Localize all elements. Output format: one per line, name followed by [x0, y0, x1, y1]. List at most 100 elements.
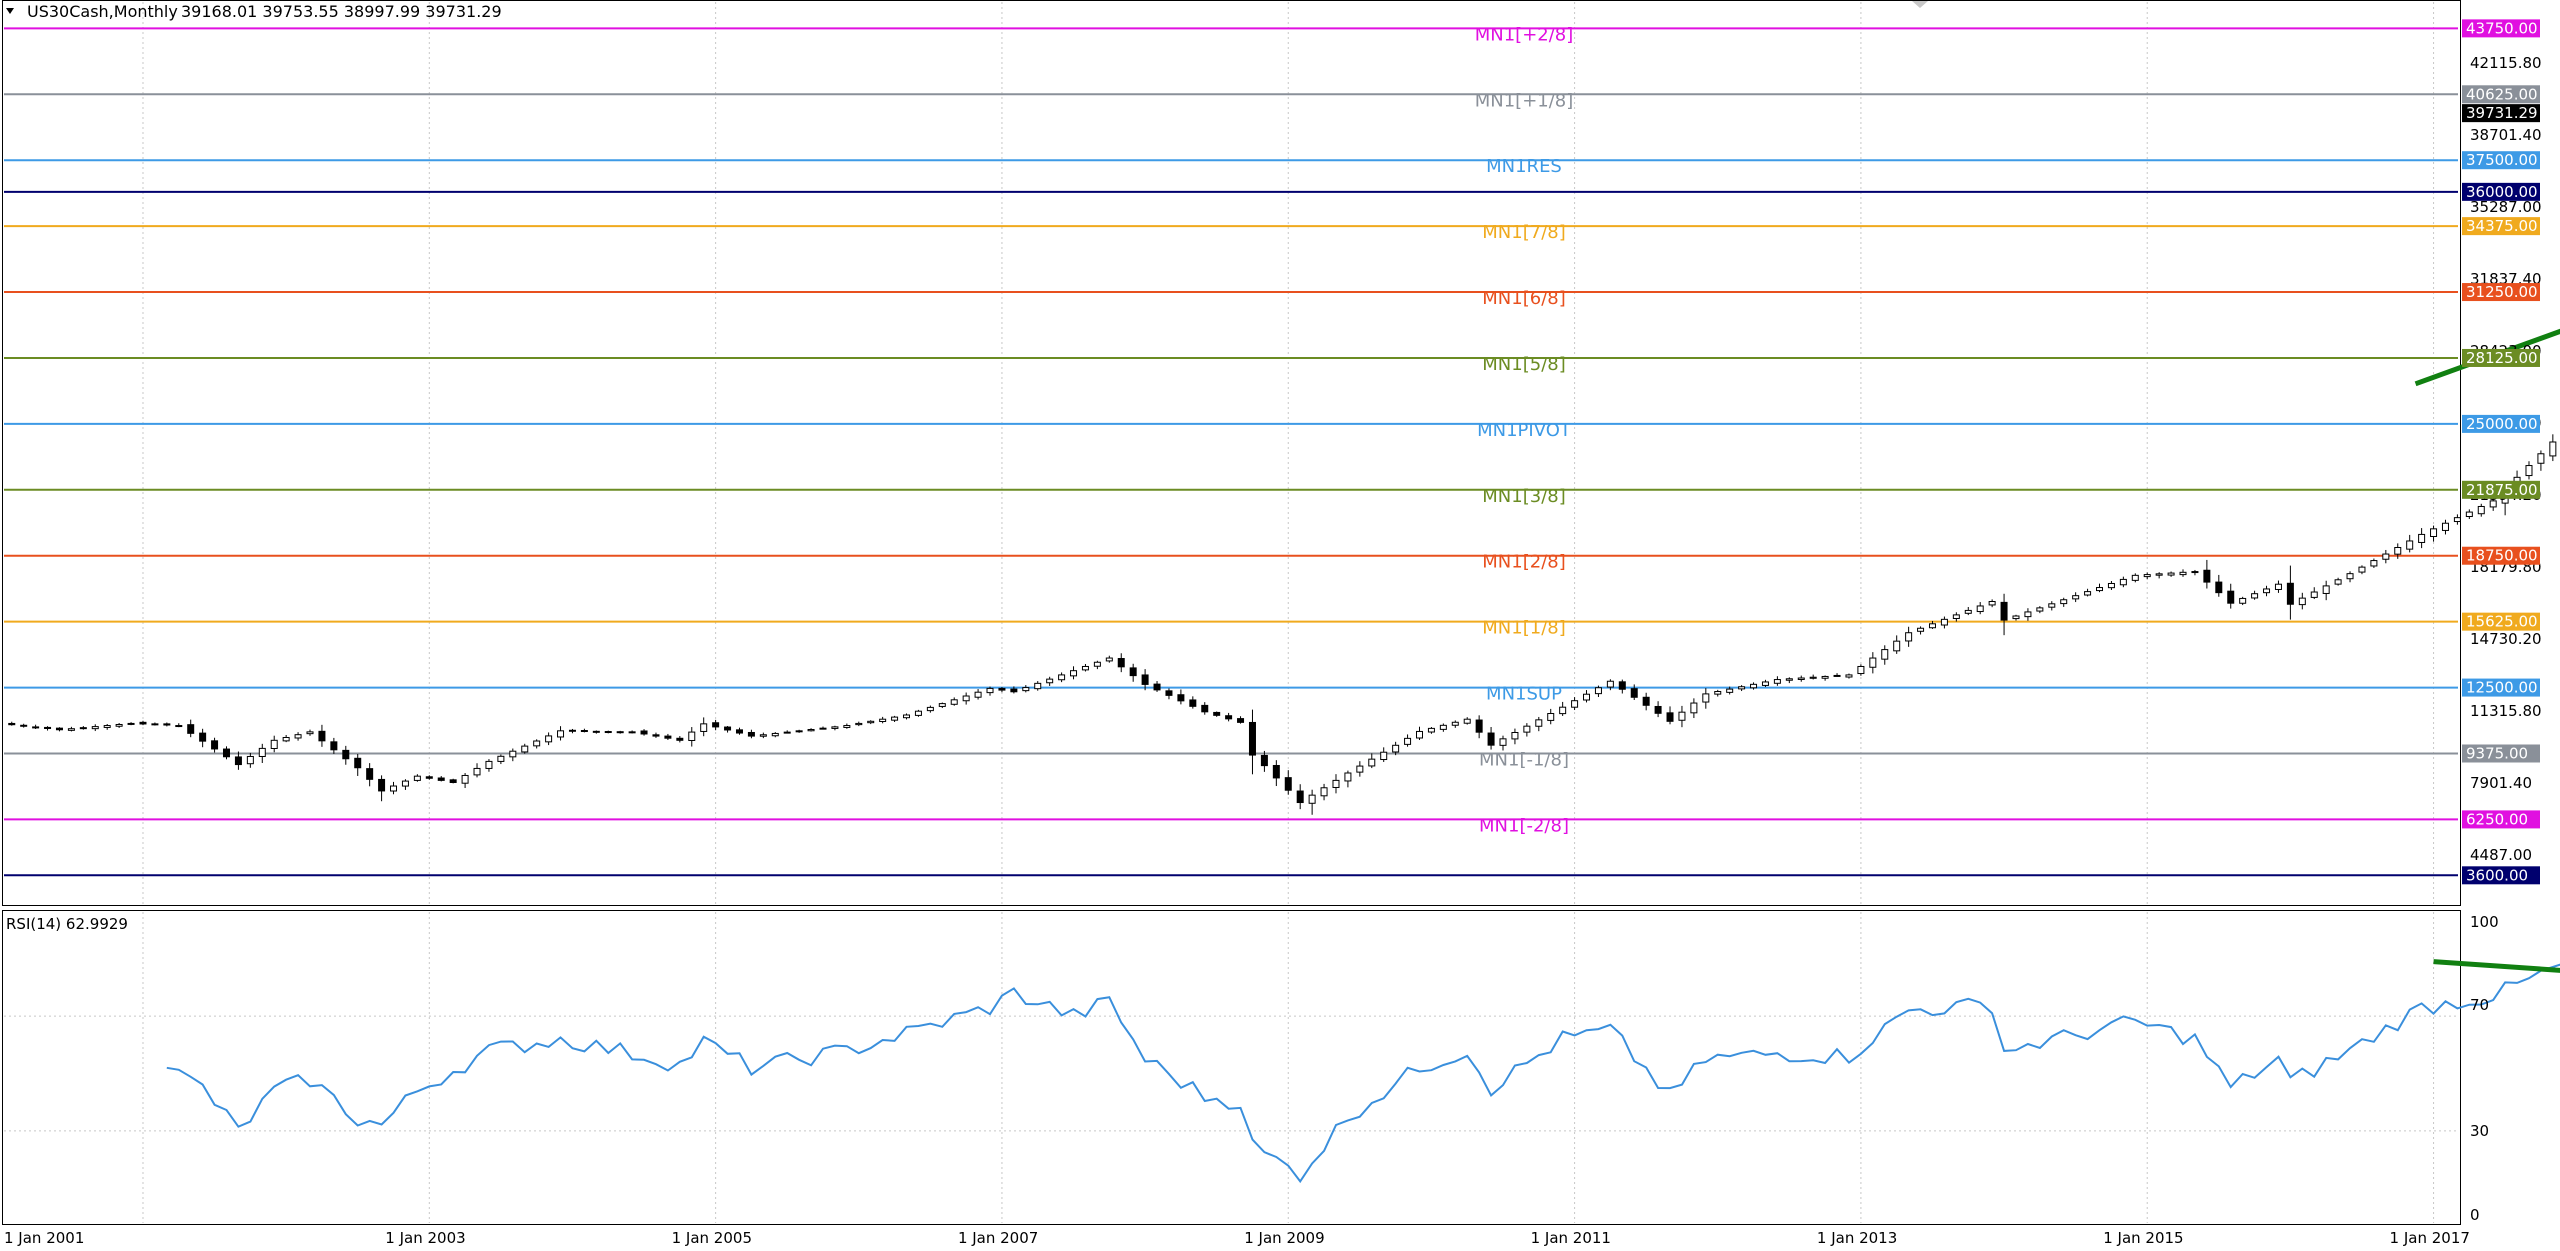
candle-body	[1881, 649, 1889, 660]
candle-body	[903, 714, 911, 719]
candle-body	[163, 723, 171, 726]
level-price-tag-text: 6250.00	[2466, 810, 2528, 828]
candle-body	[318, 730, 326, 742]
collapse-triangle-icon[interactable]	[6, 8, 14, 14]
candle-body	[2072, 595, 2080, 600]
chart-shift-marker-icon[interactable]	[1912, 1, 1928, 8]
candle-body	[1189, 699, 1197, 707]
y-tick-label: 38701.40	[2470, 126, 2542, 144]
candle-body	[1404, 737, 1412, 745]
candle-body	[1487, 732, 1495, 746]
candle-body	[831, 726, 839, 729]
rsi-line	[166, 963, 2560, 1184]
candle-body	[2036, 607, 2044, 612]
candle-body	[103, 725, 111, 728]
candle-body	[1296, 790, 1304, 804]
candle-body	[1237, 718, 1245, 723]
candle-body	[2382, 553, 2390, 560]
candle-body	[2418, 533, 2426, 543]
candle-body	[986, 687, 994, 694]
candle-body	[795, 730, 803, 733]
candle-body	[1129, 667, 1137, 677]
candle-body	[497, 755, 505, 762]
candle-body	[330, 741, 338, 751]
candle-body	[1940, 618, 1948, 626]
level-label: MN1[-1/8]	[1479, 749, 1569, 770]
candle-body	[1153, 683, 1161, 691]
candle-body	[2322, 585, 2330, 594]
candle-body	[771, 732, 779, 737]
candle-body	[735, 729, 743, 734]
y-tick-label: 4487.00	[2470, 846, 2532, 864]
candle-body	[91, 726, 99, 730]
candle-body	[2537, 453, 2545, 464]
candle-body	[2370, 560, 2378, 567]
level-label: MN1[1/8]	[1482, 618, 1565, 639]
candle-body	[449, 779, 457, 783]
candle-body	[545, 735, 553, 743]
candle-body	[759, 734, 767, 737]
rsi-tick-0: 0	[2470, 1206, 2480, 1224]
candle-body	[724, 726, 732, 731]
y-tick-label: 14730.20	[2470, 630, 2542, 648]
candle-body	[1332, 779, 1340, 788]
candle-body	[1225, 715, 1233, 720]
candle-body	[79, 727, 87, 730]
x-tick-label: 1 Jan 2015	[2103, 1229, 2183, 1247]
candle-body	[843, 725, 851, 728]
rsi-tick-70: 70	[2470, 996, 2489, 1014]
candle-body	[294, 734, 302, 739]
level-price-tag-text: 28125.00	[2466, 349, 2538, 367]
level-price-tag	[2462, 217, 2540, 236]
level-label: MN1[-2/8]	[1479, 815, 1569, 836]
candle-body	[2274, 583, 2282, 590]
candle-body	[712, 722, 720, 728]
level-label: MN1[2/8]	[1482, 552, 1565, 573]
candle-body	[1702, 693, 1710, 703]
level-label: MN1RES	[1486, 156, 1562, 177]
candle-body	[175, 725, 183, 728]
candle-body	[2453, 517, 2461, 523]
level-price-tag-text: 18750.00	[2466, 547, 2538, 565]
candle-body	[1738, 686, 1746, 690]
candle-body	[1869, 657, 1877, 668]
candle-body	[222, 748, 230, 758]
level-price-tag-text: 12500.00	[2466, 679, 2538, 697]
candle-body	[1797, 677, 1805, 680]
candle-body	[1785, 678, 1793, 681]
level-price-tag-text: 31250.00	[2466, 283, 2538, 301]
candle-body	[1964, 609, 1972, 614]
candle-body	[1833, 674, 1841, 677]
rsi-series	[166, 963, 2560, 1184]
candle-body	[32, 726, 40, 729]
candle-body	[1081, 665, 1089, 671]
candle-body	[676, 737, 684, 741]
candle-body	[1618, 681, 1626, 690]
level-price-tag	[2462, 414, 2540, 433]
x-tick-label: 1 Jan 2001	[4, 1229, 84, 1247]
candle-body	[2084, 591, 2092, 596]
candle-body	[950, 699, 958, 705]
level-label: MN1SUP	[1486, 684, 1562, 705]
candle-body	[1368, 758, 1376, 767]
level-price-tag	[2462, 612, 2540, 631]
candle-body	[1392, 744, 1400, 753]
murrey-levels: MN1[+2/8] MN1[+1/8] MN1RES MN1[7/8] MN1[6/8]…	[4, 24, 2458, 877]
candle-body	[1117, 658, 1125, 668]
candle-body	[783, 731, 791, 734]
level-label: MN1PIVOT	[1477, 420, 1572, 441]
candle-body	[1344, 772, 1352, 782]
candle-body	[270, 739, 278, 749]
candle-body	[1511, 732, 1519, 740]
candle-body	[437, 777, 445, 781]
candle-body	[473, 767, 481, 776]
candle-body	[2286, 582, 2294, 605]
x-tick-label: 1 Jan 2009	[1244, 1229, 1324, 1247]
candle-body	[1499, 738, 1507, 746]
candle-body	[2096, 587, 2104, 592]
y-tick-label: 42115.80	[2470, 54, 2542, 72]
candle-body	[2489, 500, 2497, 508]
candle-body	[1928, 623, 1936, 629]
